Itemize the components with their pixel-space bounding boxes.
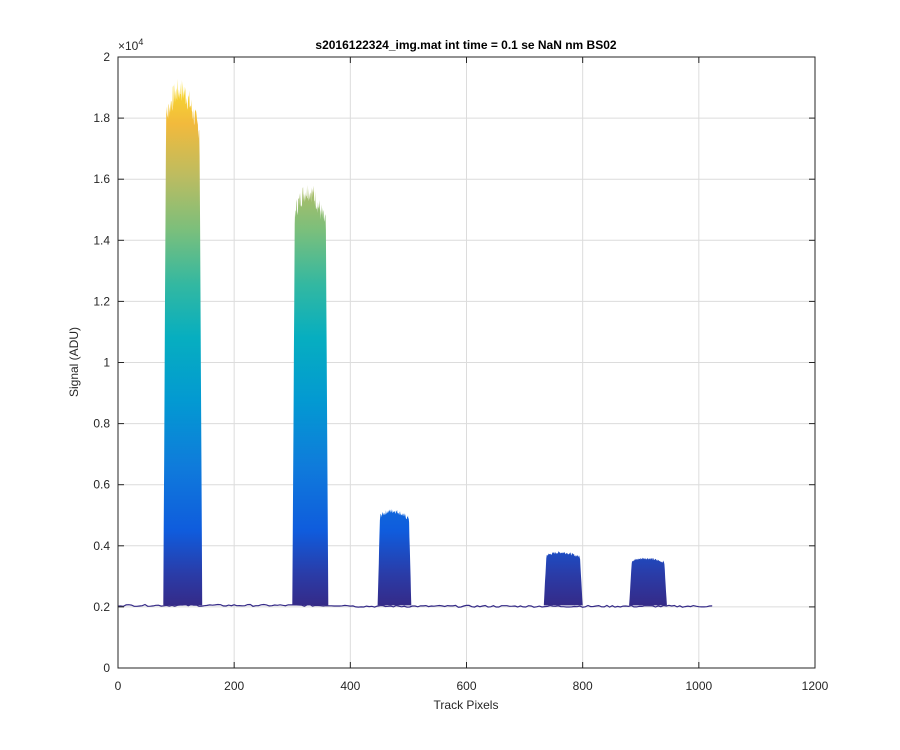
x-tick-label: 600: [456, 679, 476, 693]
y-tick-label: 2: [103, 50, 110, 64]
x-ticks: 0 200 400 600 800 1000 1200: [115, 57, 829, 693]
peak-4: [543, 551, 583, 606]
peak-2: [292, 185, 329, 606]
y-tick-label: 1: [103, 356, 110, 370]
y-tick-label: 1.2: [93, 294, 110, 308]
x-tick-label: 0: [115, 679, 122, 693]
baseline-trace: [117, 603, 713, 608]
peak-1: [163, 78, 203, 606]
y-axis-label: Signal (ADU): [67, 327, 81, 397]
peak-5: [629, 557, 667, 606]
x-tick-label: 1000: [685, 679, 712, 693]
y-tick-label: 1.6: [93, 172, 110, 186]
peaks: [163, 78, 667, 606]
y-ticks: 0 0.2 0.4 0.6 0.8 1 1.2 1.4 1.6 1.8 2: [93, 50, 815, 675]
y-tick-label: 0.8: [93, 417, 110, 431]
peak-3: [377, 509, 412, 606]
y-exponent: ×104: [118, 37, 143, 53]
x-tick-label: 1200: [802, 679, 829, 693]
y-tick-label: 1.4: [93, 233, 110, 247]
y-exponent-base: ×10: [118, 39, 139, 53]
y-tick-label: 1.8: [93, 111, 110, 125]
y-tick-label: 0.2: [93, 600, 110, 614]
y-exponent-power: 4: [138, 37, 143, 47]
y-tick-label: 0.4: [93, 539, 110, 553]
x-tick-label: 800: [573, 679, 593, 693]
y-tick-label: 0: [103, 661, 110, 675]
chart-title: s2016122324_img.mat int time = 0.1 se Na…: [315, 38, 616, 52]
y-tick-label: 0.6: [93, 478, 110, 492]
x-tick-label: 400: [340, 679, 360, 693]
x-tick-label: 200: [224, 679, 244, 693]
x-axis-label: Track Pixels: [434, 698, 499, 712]
grid: [118, 57, 815, 668]
